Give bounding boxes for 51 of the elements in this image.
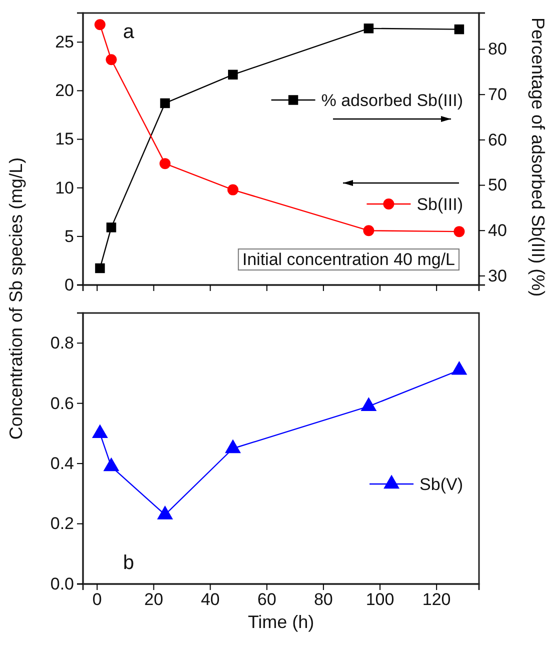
point <box>228 70 238 80</box>
y-tick-label: 0.4 <box>50 454 74 473</box>
y-tick-label: 0.2 <box>50 514 74 534</box>
point <box>160 98 170 108</box>
y-tick-label: 0 <box>64 275 74 294</box>
point <box>106 222 116 232</box>
point <box>363 225 374 236</box>
y2-tick-label: 80 <box>488 40 507 59</box>
y2-axis-title: Percentage of adsorbed Sb(III) (%) <box>528 17 546 297</box>
x-tick-label: 0 <box>92 590 102 610</box>
point <box>364 24 374 34</box>
legend-label: % adsorbed Sb(III) <box>321 91 463 110</box>
point <box>157 506 173 520</box>
point <box>454 226 465 238</box>
annotation: a <box>123 21 135 43</box>
y-tick-label: 0.8 <box>50 334 74 353</box>
x-tick-label: 100 <box>366 590 394 610</box>
y-axis-title: Concentration of Sb species (mg/L) <box>6 157 26 440</box>
y-tick-label: 0.0 <box>50 574 74 594</box>
point <box>160 158 171 170</box>
legend-label: Sb(V) <box>420 475 463 494</box>
point <box>454 24 464 34</box>
y2-tick-label: 40 <box>488 221 507 240</box>
y-tick-label: 5 <box>64 226 74 246</box>
x-tick-label: 40 <box>200 590 220 610</box>
point <box>360 397 377 411</box>
y-tick-label: 10 <box>55 178 74 198</box>
point <box>103 457 120 472</box>
y2-tick-label: 50 <box>488 176 507 195</box>
point <box>94 19 106 30</box>
x-axis-title: Time (h) <box>248 612 314 632</box>
point <box>92 424 108 438</box>
y-tick-label: 25 <box>55 32 74 52</box>
y2-tick-label: 30 <box>488 266 507 286</box>
y2-tick-label: 70 <box>488 85 507 104</box>
y2-tick-label: 60 <box>488 130 507 150</box>
y-tick-label: 20 <box>55 81 74 100</box>
point <box>95 263 105 274</box>
point <box>106 54 117 66</box>
point <box>227 184 238 196</box>
annotation: Initial concentration 40 mg/L <box>242 250 455 269</box>
point <box>451 361 468 375</box>
x-tick-label: 60 <box>257 590 276 610</box>
y-tick-label: 0.6 <box>50 394 74 413</box>
y-tick-label: 15 <box>55 130 74 149</box>
x-tick-label: 120 <box>422 590 451 610</box>
legend-label: Sb(III) <box>416 195 463 214</box>
point <box>224 439 241 454</box>
x-tick-label: 80 <box>314 590 333 610</box>
x-tick-label: 20 <box>144 590 164 610</box>
annotation: b <box>123 552 134 574</box>
